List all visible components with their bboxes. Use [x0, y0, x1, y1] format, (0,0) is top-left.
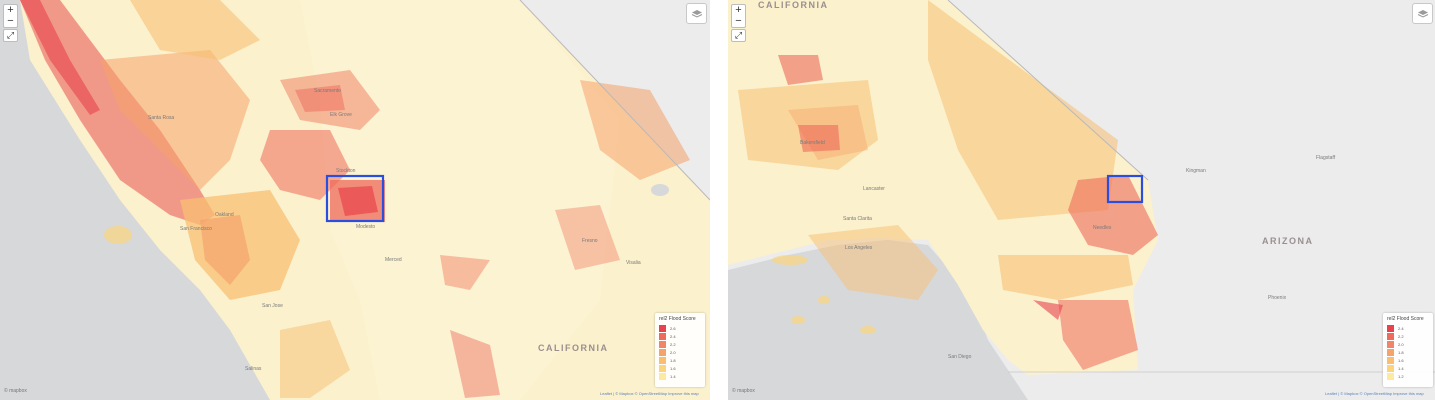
flood-zone-east	[1068, 175, 1158, 255]
legend-swatch	[1387, 357, 1394, 364]
place-label: Santa Clarita	[843, 216, 872, 222]
legend-swatch	[1387, 341, 1394, 348]
place-label: Bakersfield	[800, 140, 825, 146]
legend-swatch	[659, 365, 666, 372]
place-label: San Diego	[948, 354, 972, 360]
flood-zone-coastal	[20, 0, 215, 225]
legend-item: 1.8	[1387, 349, 1404, 356]
place-label: Santa Rosa	[148, 115, 175, 121]
legend-label: 2.2	[1398, 334, 1404, 339]
zoom-out-button[interactable]: −	[7, 15, 14, 27]
legend-item: 1.2	[1387, 373, 1404, 380]
place-label: Stockton	[336, 168, 356, 174]
attribution-link[interactable]: Leaflet | © Mapbox © OpenStreetMap Impro…	[1325, 391, 1424, 396]
legend-item: 1.4	[659, 373, 676, 380]
map-logo: © mapbox	[732, 388, 755, 394]
legend-label: 1.2	[1398, 374, 1404, 379]
place-label: Elk Grove	[330, 112, 352, 118]
left-map[interactable]: Santa Rosa Sacramento Elk Grove Stockton…	[0, 0, 710, 400]
legend-swatch	[1387, 325, 1394, 332]
legend-swatch	[659, 373, 666, 380]
legend-item: 1.4	[1387, 365, 1404, 372]
region-label: ARIZONA	[1262, 236, 1314, 246]
legend-item: 1.8	[659, 357, 676, 364]
legend-label: 1.4	[670, 374, 676, 379]
layers-icon	[691, 9, 702, 18]
legend-label: 2.6	[670, 326, 676, 331]
legend-label: 2.0	[670, 350, 676, 355]
place-label: San Francisco	[180, 226, 212, 232]
legend-item: 2.0	[659, 349, 676, 356]
state-label: CALIFORNIA	[758, 0, 829, 10]
legend-label: 1.8	[1398, 350, 1404, 355]
highlight-box	[1106, 174, 1144, 204]
layers-button[interactable]	[686, 3, 707, 24]
legend-swatch	[659, 357, 666, 364]
highlight-box	[325, 174, 385, 223]
zoom-in-button[interactable]: +	[735, 4, 742, 16]
place-label: Lancaster	[863, 186, 885, 192]
legend-swatch	[659, 349, 666, 356]
legend-swatch	[1387, 349, 1394, 356]
legend-item: 1.6	[1387, 357, 1404, 364]
legend-swatch	[1387, 373, 1394, 380]
legend-label: 1.8	[670, 358, 676, 363]
zoom-control: + −	[3, 4, 18, 28]
legend-label: 1.6	[670, 366, 676, 371]
map-logo: © mapbox	[4, 388, 27, 394]
place-label: Salinas	[245, 366, 262, 372]
ocean	[728, 240, 1028, 400]
right-map[interactable]: CALIFORNIA ARIZONA Los Angeles Santa Cla…	[728, 0, 1435, 400]
right-map-canvas[interactable]	[728, 0, 1435, 400]
legend-label: 2.2	[670, 342, 676, 347]
legend-title: rel2 Flood Score	[659, 316, 696, 322]
layers-icon	[1417, 9, 1428, 18]
place-label: Visalia	[626, 260, 641, 266]
place-label: Los Angeles	[845, 245, 873, 251]
legend-label: 1.4	[1398, 366, 1404, 371]
place-label: Oakland	[215, 212, 234, 218]
fullscreen-button[interactable]: ⤢	[3, 29, 18, 42]
layers-button[interactable]	[1412, 3, 1433, 24]
legend-label: 2.4	[670, 334, 676, 339]
place-label: Sacramento	[314, 88, 341, 94]
fullscreen-button[interactable]: ⤢	[731, 29, 746, 42]
legend-item: 2.0	[1387, 341, 1404, 348]
attribution-link[interactable]: Leaflet | © Mapbox © OpenStreetMap Impro…	[600, 391, 699, 396]
legend-item: 2.4	[659, 333, 676, 340]
legend-label: 1.6	[1398, 358, 1404, 363]
legend-item: 2.4	[1387, 325, 1404, 332]
legend: rel2 Flood Score 2.6 2.4 2.2 2.0 1.8 1.6…	[655, 313, 705, 387]
place-label: Flagstaff	[1316, 155, 1336, 161]
legend-swatch	[659, 341, 666, 348]
legend: rel2 Flood Score 2.4 2.2 2.0 1.8 1.6 1.4…	[1383, 313, 1433, 387]
flood-zone-desert	[928, 0, 1118, 220]
legend-item: 2.2	[1387, 333, 1404, 340]
left-map-canvas[interactable]	[0, 0, 710, 400]
place-label: Merced	[385, 257, 402, 263]
legend-title: rel2 Flood Score	[1387, 316, 1424, 322]
place-label: San Jose	[262, 303, 283, 309]
place-label: Phoenix	[1268, 295, 1287, 301]
legend-swatch	[659, 325, 666, 332]
place-label: Needles	[1093, 225, 1112, 231]
place-label: Modesto	[356, 224, 376, 230]
legend-swatch	[1387, 333, 1394, 340]
legend-label: 2.0	[1398, 342, 1404, 347]
state-label: CALIFORNIA	[538, 343, 609, 353]
zoom-out-button[interactable]: −	[735, 15, 742, 27]
legend-item: 1.6	[659, 365, 676, 372]
legend-item: 2.6	[659, 325, 676, 332]
place-label: Fresno	[582, 238, 598, 244]
legend-label: 2.4	[1398, 326, 1404, 331]
zoom-in-button[interactable]: +	[7, 4, 14, 16]
zoom-control: + −	[731, 4, 746, 28]
legend-item: 2.2	[659, 341, 676, 348]
place-label: Kingman	[1186, 168, 1206, 174]
legend-swatch	[659, 333, 666, 340]
legend-swatch	[1387, 365, 1394, 372]
